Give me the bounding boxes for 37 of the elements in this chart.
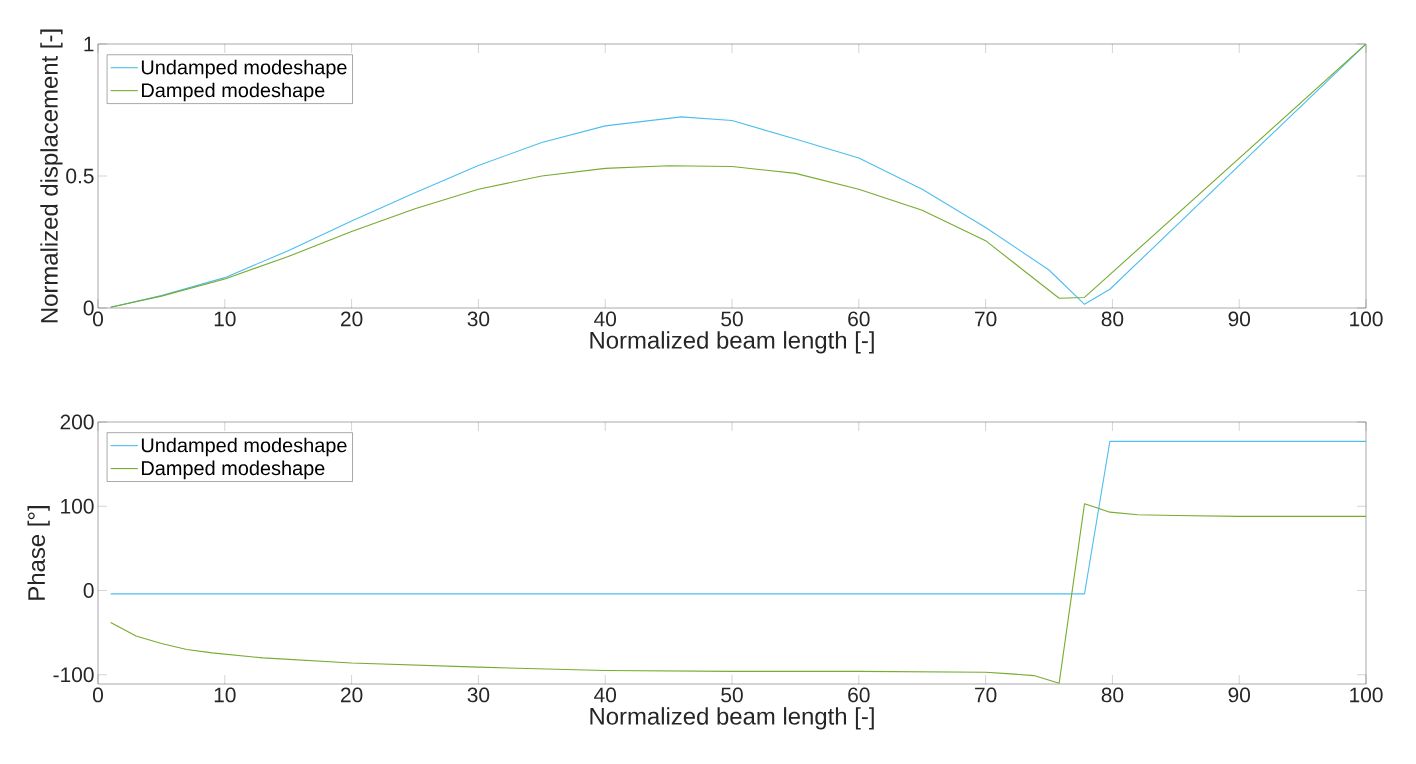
- x-tick-label: 20: [341, 311, 363, 327]
- y-tick-label: 200: [60, 414, 94, 430]
- x-tick-label: 80: [1101, 687, 1124, 703]
- x-tick-label: 70: [975, 687, 997, 703]
- x-tick-label: 40: [594, 687, 617, 703]
- x-tick-label: 90: [1228, 311, 1251, 327]
- x-tick-label: 20: [341, 687, 363, 703]
- y-tick-label: -100: [53, 667, 94, 683]
- legend-label: Damped modeshape: [142, 460, 325, 480]
- x-tick-label: 10: [214, 311, 236, 327]
- x-tick-label: 90: [1228, 687, 1251, 703]
- x-tick-label: 100: [1350, 687, 1383, 703]
- x-tick-label: 60: [848, 687, 870, 703]
- legend-label: Undamped modeshape: [141, 59, 347, 79]
- x-tick-label: 100: [1350, 311, 1383, 327]
- x-tick-label: 50: [721, 687, 743, 703]
- x-tick-label: 30: [467, 687, 490, 703]
- x-tick-label: 10: [214, 687, 236, 703]
- legend-label: Undamped modeshape: [141, 437, 347, 457]
- line-series: [110, 44, 1367, 308]
- y-axis-title: Phase [°]: [27, 506, 50, 600]
- y-tick-label: 0.5: [66, 168, 94, 184]
- y-tick-label: 0: [83, 300, 94, 316]
- x-tick-label: 30: [467, 311, 490, 327]
- x-axis-title: Normalized beam length [-]: [590, 331, 874, 354]
- legend-label: Damped modeshape: [142, 82, 325, 102]
- y-tick-label: 100: [61, 498, 94, 514]
- y-tick-label: 0: [83, 583, 94, 598]
- x-tick-label: 80: [1101, 311, 1124, 327]
- x-tick-label: 50: [721, 311, 743, 327]
- x-tick-label: 40: [594, 311, 617, 327]
- x-tick-label: 70: [975, 311, 997, 327]
- x-tick-label: 60: [848, 311, 870, 327]
- x-axis-title: Normalized beam length [-]: [590, 707, 874, 730]
- y-tick-label: 1: [84, 36, 94, 52]
- line-series: [110, 503, 1367, 684]
- y-axis-title: Normalized displacement [-]: [40, 29, 63, 323]
